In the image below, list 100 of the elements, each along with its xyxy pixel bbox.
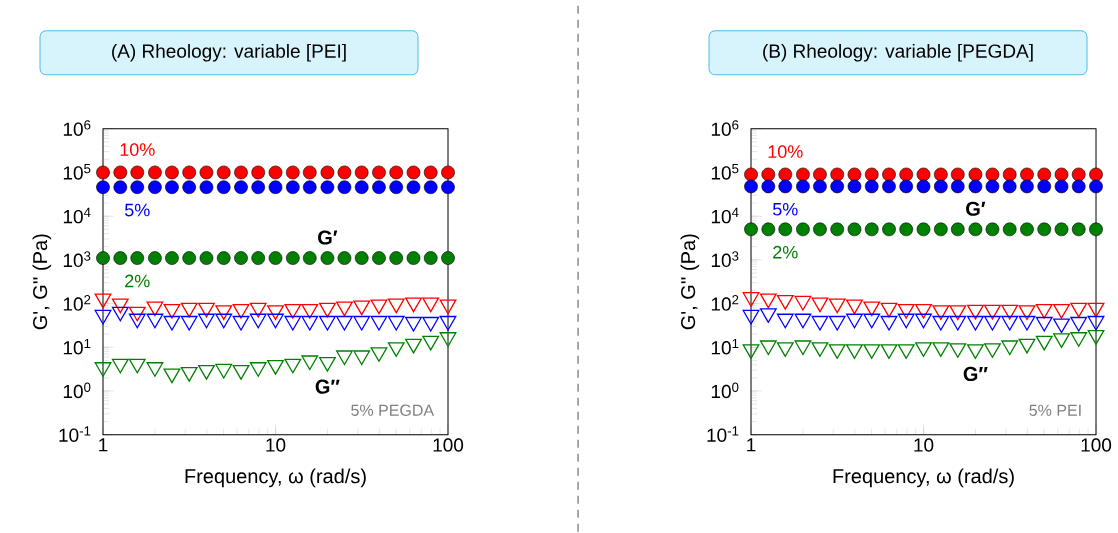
point — [130, 180, 145, 195]
point — [422, 297, 440, 313]
point — [165, 180, 179, 195]
point — [199, 180, 214, 195]
point — [113, 165, 128, 180]
point — [216, 165, 231, 180]
point — [406, 165, 421, 180]
point — [198, 302, 215, 318]
point — [111, 306, 129, 322]
point — [353, 300, 371, 316]
point — [216, 180, 231, 195]
series-label: 5% — [124, 203, 150, 217]
point — [113, 180, 128, 195]
point — [320, 251, 335, 266]
point — [234, 251, 248, 266]
point — [286, 180, 300, 195]
point — [182, 251, 196, 266]
point — [94, 293, 112, 309]
point — [94, 362, 112, 378]
point — [370, 299, 388, 315]
point — [318, 357, 336, 372]
point — [372, 165, 386, 180]
point — [354, 165, 369, 180]
point — [148, 165, 162, 180]
series-label: 2% — [773, 246, 798, 259]
y-tick-label: 10$^{2}$ — [711, 295, 739, 312]
point — [146, 301, 164, 317]
point — [422, 317, 440, 332]
point — [163, 304, 181, 319]
point — [372, 251, 386, 266]
point — [180, 316, 198, 331]
chart-title: (B) Rheology: variable [PEGDA] — [763, 44, 1033, 62]
point — [353, 350, 371, 366]
series-label: 10% — [120, 143, 155, 157]
point — [234, 180, 248, 195]
point — [268, 165, 283, 180]
point — [284, 358, 302, 374]
point — [163, 368, 181, 384]
point — [182, 165, 196, 180]
point — [198, 365, 215, 381]
point — [423, 180, 438, 195]
y-tick-label: 10$^{4}$ — [63, 208, 91, 224]
point — [146, 313, 164, 329]
y-tick-label: 10$^{5}$ — [63, 164, 91, 180]
point — [387, 298, 405, 314]
point — [318, 302, 336, 318]
series-label: 2% — [125, 274, 150, 288]
point — [251, 180, 266, 195]
point — [318, 316, 336, 331]
point — [301, 355, 319, 371]
point — [406, 251, 421, 266]
point — [422, 336, 440, 351]
point — [130, 251, 145, 266]
y-tick-label: 10$^{2}$ — [63, 295, 91, 312]
point — [111, 358, 129, 374]
y-tick-label: 10$^{6}$ — [711, 120, 739, 137]
point — [182, 180, 196, 195]
point — [96, 251, 110, 266]
point — [130, 165, 145, 180]
point — [387, 316, 405, 331]
point — [387, 342, 405, 358]
point — [389, 165, 404, 180]
y-tick-label: 10$^{-1}$ — [707, 426, 739, 443]
point — [406, 180, 421, 195]
point — [267, 305, 284, 321]
point — [301, 316, 319, 331]
y-tick-label: 10$^{3}$ — [63, 251, 91, 268]
point — [423, 165, 438, 180]
point — [441, 180, 455, 195]
x-axis-title: Frequency, ω (rad/s) — [185, 468, 366, 488]
x-axis-title: Frequency, ω (rad/s) — [833, 468, 1014, 488]
point — [249, 313, 267, 329]
point — [148, 180, 162, 195]
point — [94, 310, 112, 325]
point — [232, 304, 250, 319]
x-tick-label: 1 — [747, 438, 756, 452]
point — [232, 365, 250, 381]
point — [146, 362, 164, 378]
point — [302, 180, 317, 195]
y-axis-title: G', G'' (Pa) — [680, 234, 700, 330]
point — [251, 251, 266, 266]
y-tick-label: 10$^{4}$ — [711, 208, 739, 224]
point — [249, 362, 267, 378]
x-tick-label: 10 — [914, 438, 934, 452]
point — [128, 306, 146, 322]
point — [111, 298, 129, 314]
point — [423, 251, 438, 266]
point — [284, 304, 302, 319]
point — [267, 313, 284, 329]
annotation: G″ — [315, 379, 340, 394]
annotation: G′ — [966, 201, 986, 217]
point — [198, 313, 215, 329]
annotation: G′ — [318, 230, 338, 245]
point — [439, 299, 457, 315]
annotation: G″ — [963, 367, 988, 382]
point — [148, 251, 162, 266]
point — [128, 358, 146, 374]
point — [302, 165, 317, 180]
point — [405, 338, 422, 354]
point — [441, 165, 455, 180]
